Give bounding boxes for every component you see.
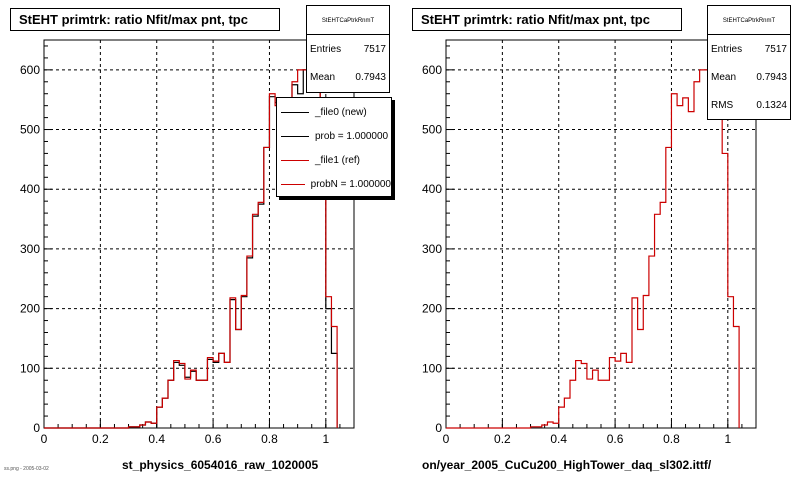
stats-entries-row: Entries 7517 bbox=[307, 35, 389, 63]
stats-header: StEHTCaPtrkRnmT bbox=[708, 6, 790, 35]
left-x-tick-label: 1 bbox=[322, 432, 329, 446]
left-y-tick-label: 100 bbox=[20, 361, 40, 375]
legend-item-file0: _file0 (new) bbox=[277, 100, 391, 124]
right-chart-title: StEHT primtrk: ratio Nfit/max pnt, tpc bbox=[412, 8, 682, 31]
stats-entries-label: Entries bbox=[310, 43, 342, 55]
left-stats-box: StEHTCaPtrkRnmT Entries 7517 Mean 0.7943 bbox=[306, 5, 390, 93]
stats-entries-row: Entries 7517 bbox=[708, 35, 790, 63]
stats-mean-label: Mean bbox=[310, 71, 336, 83]
left-y-tick-label: 600 bbox=[20, 63, 40, 77]
stats-mean-row: Mean 0.7943 bbox=[307, 63, 389, 91]
right-y-tick-label: 400 bbox=[422, 182, 442, 196]
legend-swatch-black bbox=[281, 111, 309, 113]
legend-label: _file1 (ref) bbox=[315, 154, 361, 166]
legend-swatch-red bbox=[281, 159, 309, 161]
left-y-tick-label: 500 bbox=[20, 123, 40, 137]
stats-entries-label: Entries bbox=[711, 43, 743, 55]
right-plot-frame bbox=[445, 39, 757, 429]
right-y-tick-label: 100 bbox=[422, 361, 442, 375]
right-y-tick-label: 300 bbox=[422, 242, 442, 256]
right-x-tick-label: 0 bbox=[443, 432, 450, 446]
legend-swatch-black bbox=[281, 135, 309, 137]
left-x-axis-title: st_physics_6054016_raw_1020005 bbox=[122, 458, 319, 472]
right-x-tick-label: 1 bbox=[724, 432, 731, 446]
stats-mean-value: 0.7943 bbox=[756, 71, 787, 83]
stats-entries-value: 7517 bbox=[764, 43, 787, 55]
right-x-tick-label: 0.8 bbox=[663, 432, 680, 446]
stats-mean-row: Mean 0.7943 bbox=[708, 63, 790, 91]
stats-entries-value: 7517 bbox=[363, 43, 386, 55]
right-x-tick-label: 0.4 bbox=[550, 432, 567, 446]
stats-header: StEHTCaPtrkRnmT bbox=[307, 6, 389, 35]
footer-text: ss.png - 2005-03-02 bbox=[4, 466, 49, 472]
legend-item-file1: _file1 (ref) bbox=[277, 148, 391, 172]
stats-mean-label: Mean bbox=[711, 71, 737, 83]
left-x-tick-label: 0.6 bbox=[205, 432, 222, 446]
right-y-tick-label: 0 bbox=[435, 421, 442, 435]
left-y-tick-label: 400 bbox=[20, 182, 40, 196]
left-y-tick-label: 0 bbox=[33, 421, 40, 435]
left-series-file1-ref bbox=[44, 57, 338, 429]
stats-rms-label: RMS bbox=[711, 99, 734, 111]
stats-rms-value: 0.1324 bbox=[756, 99, 787, 111]
legend-label: _file0 (new) bbox=[315, 106, 367, 118]
legend-label: prob = 1.000000 bbox=[315, 130, 389, 142]
left-x-tick-label: 0.4 bbox=[148, 432, 165, 446]
right-y-tick-label: 200 bbox=[422, 302, 442, 316]
right-y-tick-label: 500 bbox=[422, 123, 442, 137]
left-chart-title: StEHT primtrk: ratio Nfit/max pnt, tpc bbox=[10, 8, 280, 31]
legend-box: _file0 (new) prob = 1.000000 _file1 (ref… bbox=[276, 97, 392, 197]
right-stats-box: StEHTCaPtrkRnmT Entries 7517 Mean 0.7943 R… bbox=[707, 5, 791, 120]
stats-rms-row: RMS 0.1324 bbox=[708, 91, 790, 119]
right-y-tick-label: 600 bbox=[422, 63, 442, 77]
legend-label: probN = 1.000000 bbox=[310, 178, 391, 190]
right-x-axis-title: on/year_2005_CuCu200_HighTower_daq_sl302… bbox=[422, 458, 712, 472]
legend-item-prob: prob = 1.000000 bbox=[277, 124, 391, 148]
stats-mean-value: 0.7943 bbox=[355, 71, 386, 83]
left-x-tick-label: 0.2 bbox=[92, 432, 109, 446]
right-x-tick-label: 0.6 bbox=[607, 432, 624, 446]
legend-swatch-red bbox=[281, 183, 305, 185]
right-series-file1-ref bbox=[446, 57, 740, 429]
left-y-tick-label: 300 bbox=[20, 242, 40, 256]
left-x-tick-label: 0 bbox=[41, 432, 48, 446]
right-x-tick-label: 0.2 bbox=[494, 432, 511, 446]
left-x-tick-label: 0.8 bbox=[261, 432, 278, 446]
left-y-tick-label: 200 bbox=[20, 302, 40, 316]
legend-item-probn: probN = 1.000000 bbox=[277, 172, 391, 196]
